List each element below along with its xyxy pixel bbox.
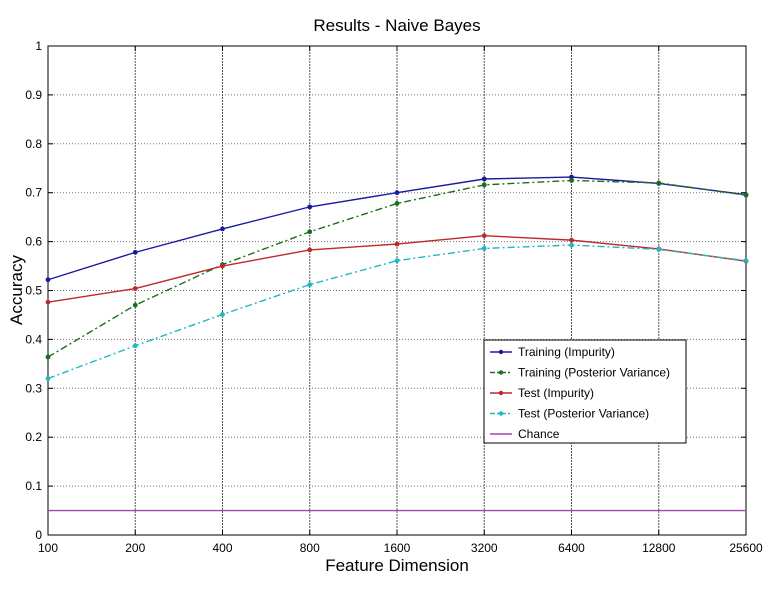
legend: Training (Impurity) Training (Posterior V…	[483, 339, 687, 444]
data-point	[132, 286, 138, 291]
legend-label: Chance	[518, 427, 560, 441]
y-tick-label: 0.2	[25, 430, 42, 444]
legend-label: Test (Impurity)	[518, 386, 594, 400]
data-point	[394, 258, 400, 264]
data-point	[132, 343, 138, 349]
tick-layer: 0 0.1 0.2 0.3 0.4 0.5 0.6 0.7 0.8 0.9 1 100 200 400 80…	[25, 39, 763, 555]
y-tick-label: 0.8	[25, 137, 42, 151]
data-point	[481, 176, 487, 182]
y-tick-label: 0.1	[25, 479, 42, 493]
x-tick-label: 12800	[642, 541, 676, 555]
x-tick-label: 100	[38, 541, 58, 555]
legend-items: Training (Impurity) Training (Posterior V…	[490, 345, 670, 441]
x-tick-label: 400	[212, 541, 232, 555]
legend-entry: Test (Posterior Variance)	[490, 407, 649, 421]
legend-marker	[498, 349, 504, 355]
y-tick-label: 0	[35, 528, 42, 542]
series-line	[47, 179, 747, 358]
y-tick-label: 0.5	[25, 284, 42, 298]
legend-label: Training (Impurity)	[518, 345, 615, 359]
legend-marker	[498, 370, 504, 375]
legend-label: Training (Posterior Variance)	[518, 366, 670, 380]
data-point	[394, 190, 400, 196]
data-point	[481, 233, 487, 239]
data-point	[656, 180, 662, 186]
series-test-posterior-variance	[45, 242, 749, 381]
chart-title: Results - Naive Bayes	[313, 16, 480, 35]
data-point	[220, 226, 225, 232]
y-tick-label: 0.3	[25, 381, 42, 395]
x-tick-label: 800	[300, 541, 320, 555]
x-axis-label: Feature Dimension	[325, 556, 469, 575]
x-tick-label: 1600	[384, 541, 411, 555]
series-line	[47, 244, 747, 380]
y-tick-label: 1	[35, 39, 42, 53]
legend-entry: Training (Posterior Variance)	[490, 366, 670, 380]
y-tick-label: 0.4	[25, 332, 42, 346]
y-tick-label: 0.9	[25, 88, 42, 102]
x-tick-label: 25600	[729, 541, 763, 555]
legend-entry: Chance	[490, 427, 560, 441]
data-point	[394, 201, 400, 206]
legend-label: Test (Posterior Variance)	[518, 407, 649, 421]
x-tick-label: 200	[125, 541, 145, 555]
data-point	[394, 241, 400, 247]
data-point	[132, 249, 138, 255]
x-tick-label: 3200	[471, 541, 498, 555]
y-tick-label: 0.6	[25, 235, 42, 249]
data-point	[569, 237, 574, 243]
data-point	[743, 258, 749, 264]
data-point	[569, 242, 574, 248]
data-point	[569, 174, 574, 180]
legend-entry: Test (Impurity)	[490, 386, 594, 400]
data-point	[220, 263, 225, 269]
legend-marker	[498, 390, 504, 396]
data-point	[743, 192, 749, 198]
data-point	[45, 277, 51, 283]
series-training-posterior-variance	[45, 178, 749, 360]
data-point	[307, 229, 313, 235]
x-tick-label: 6400	[558, 541, 585, 555]
series-layer	[45, 174, 749, 512]
legend-entry: Training (Impurity)	[490, 345, 615, 359]
legend-marker	[498, 411, 504, 416]
data-point	[220, 312, 225, 317]
data-point	[656, 247, 662, 252]
data-point	[569, 178, 574, 183]
y-tick-label: 0.7	[25, 186, 42, 200]
data-point	[45, 376, 51, 381]
legend-box	[483, 339, 687, 444]
data-point	[307, 247, 313, 253]
data-point	[481, 246, 487, 251]
y-axis-label: Accuracy	[7, 255, 26, 325]
data-point	[45, 354, 51, 360]
data-point	[45, 299, 51, 305]
data-point	[481, 182, 487, 188]
data-point	[132, 302, 138, 308]
data-point	[307, 204, 313, 210]
data-point	[307, 282, 313, 288]
